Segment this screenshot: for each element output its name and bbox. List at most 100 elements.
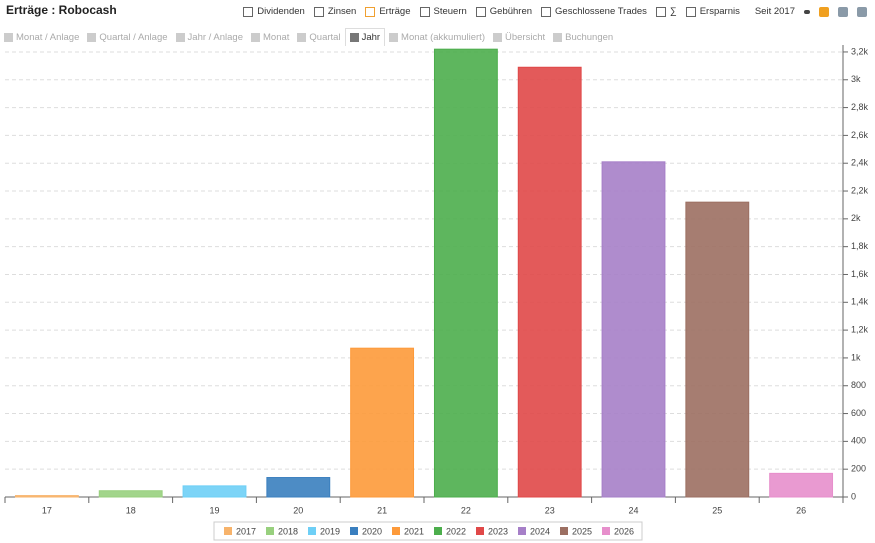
filter-option[interactable]: Geschlossene Trades [541, 6, 647, 17]
y-tick-label: 3k [851, 74, 861, 84]
view-tab[interactable]: Monat / Anlage [0, 29, 83, 46]
tab-label: Jahr [361, 32, 381, 43]
filter-label: Erträge [379, 6, 411, 17]
checkbox[interactable] [541, 6, 552, 17]
filter-option[interactable]: Erträge [365, 6, 411, 17]
filter-label: Ersparnis [699, 6, 740, 17]
tab-label: Monat (akkumuliert) [401, 31, 485, 43]
dropdown-arrow[interactable] [804, 9, 810, 14]
filter-option[interactable]: ∑ [655, 6, 677, 17]
x-tick-label: 25 [712, 505, 722, 515]
legend-label: 2025 [572, 526, 592, 536]
legend-label: 2018 [278, 526, 298, 536]
bar [601, 161, 666, 498]
toolbar-icon[interactable] [838, 6, 848, 17]
y-tick-label: 2,8k [851, 102, 869, 112]
view-tabs: Monat / Anlage Quartal / Anlage Jahr / Anl… [0, 27, 875, 47]
view-tab[interactable]: Monat [247, 29, 293, 46]
legend-label: 2021 [404, 526, 424, 536]
y-tick-label: 600 [851, 408, 866, 418]
y-tick-label: 2,4k [851, 158, 869, 168]
y-tick-label: 3,2k [851, 46, 869, 56]
bar [685, 201, 750, 498]
bar [182, 485, 247, 498]
y-tick-label: 200 [851, 464, 866, 474]
checkbox[interactable] [655, 6, 666, 17]
y-tick-label: 400 [851, 436, 866, 446]
tab-icon [349, 33, 359, 42]
y-tick-label: 1k [851, 352, 861, 362]
checkbox[interactable] [419, 6, 430, 17]
bar [769, 472, 834, 498]
legend-swatch [434, 527, 442, 535]
legend-swatch [308, 527, 316, 535]
tab-icon [493, 32, 502, 42]
y-tick-label: 1,6k [851, 269, 869, 279]
filter-label: Zinsen [327, 6, 357, 17]
tab-icon [389, 32, 399, 42]
tab-icon [87, 32, 97, 42]
legend-swatch [560, 527, 568, 535]
tab-label: Monat / Anlage [16, 31, 80, 43]
y-tick-label: 0 [851, 491, 856, 501]
filter-option[interactable]: Steuern [419, 6, 467, 17]
filter-bar: Dividenden Zinsen Erträge Steuern Gebühren Ge… [243, 6, 867, 17]
legend-label: 2026 [614, 526, 634, 536]
y-tick-label: 1,2k [851, 324, 869, 334]
x-tick-label: 26 [796, 505, 806, 515]
legend-swatch [602, 527, 610, 535]
tab-label: Jahr / Anlage [187, 31, 243, 43]
y-tick-label: 2,6k [851, 130, 869, 140]
view-tab[interactable]: Quartal [293, 29, 344, 46]
tab-icon [251, 32, 260, 42]
x-tick-label: 23 [545, 505, 555, 515]
filter-option[interactable]: Zinsen [313, 6, 357, 17]
tab-label: Quartal / Anlage [99, 31, 168, 43]
view-tab[interactable]: Jahr [344, 28, 386, 46]
bar [98, 490, 163, 498]
checkbox[interactable] [685, 6, 696, 17]
y-tick-label: 2k [851, 213, 861, 223]
filter-option[interactable]: Gebühren [475, 6, 532, 17]
filter-option[interactable]: Ersparnis [685, 6, 740, 17]
toolbar-icon[interactable] [857, 6, 867, 17]
tab-icon [297, 32, 307, 42]
x-tick-label: 19 [209, 505, 219, 515]
x-tick-label: 20 [293, 505, 303, 515]
tab-label: Quartal [309, 31, 341, 43]
x-tick-label: 21 [377, 505, 387, 515]
page-title: Erträge : Robocash [6, 3, 117, 17]
period-select[interactable]: Seit 2017 [754, 6, 795, 17]
tab-label: Buchungen [565, 31, 614, 43]
filter-option[interactable]: Dividenden [243, 6, 305, 17]
checkbox[interactable] [243, 6, 254, 17]
filter-label: Steuern [433, 6, 467, 17]
checkbox[interactable] [365, 6, 376, 17]
legend-label: 2022 [446, 526, 466, 536]
tab-icon [175, 32, 185, 42]
y-tick-label: 1,4k [851, 297, 869, 307]
filter-label: ∑ [669, 6, 677, 17]
y-tick-label: 800 [851, 380, 866, 390]
tab-label: Monat [263, 31, 290, 43]
checkbox[interactable] [475, 6, 486, 17]
legend-swatch [476, 527, 484, 535]
tab-icon [553, 32, 563, 42]
view-tab[interactable]: Jahr / Anlage [172, 29, 247, 46]
bar [517, 66, 582, 498]
view-tab[interactable]: Quartal / Anlage [83, 29, 171, 46]
bar [14, 495, 79, 498]
legend-label: 2019 [320, 526, 340, 536]
legend-swatch [266, 527, 274, 535]
view-tab[interactable]: Buchungen [549, 29, 617, 46]
legend-swatch [392, 527, 400, 535]
view-tab[interactable]: Monat (akkumuliert) [385, 29, 489, 46]
legend-box [213, 521, 643, 541]
view-tab[interactable]: Übersicht [489, 29, 549, 46]
toolbar-icon[interactable] [819, 6, 829, 17]
bar [350, 347, 415, 498]
checkbox[interactable] [313, 6, 324, 17]
legend-label: 2023 [488, 526, 508, 536]
